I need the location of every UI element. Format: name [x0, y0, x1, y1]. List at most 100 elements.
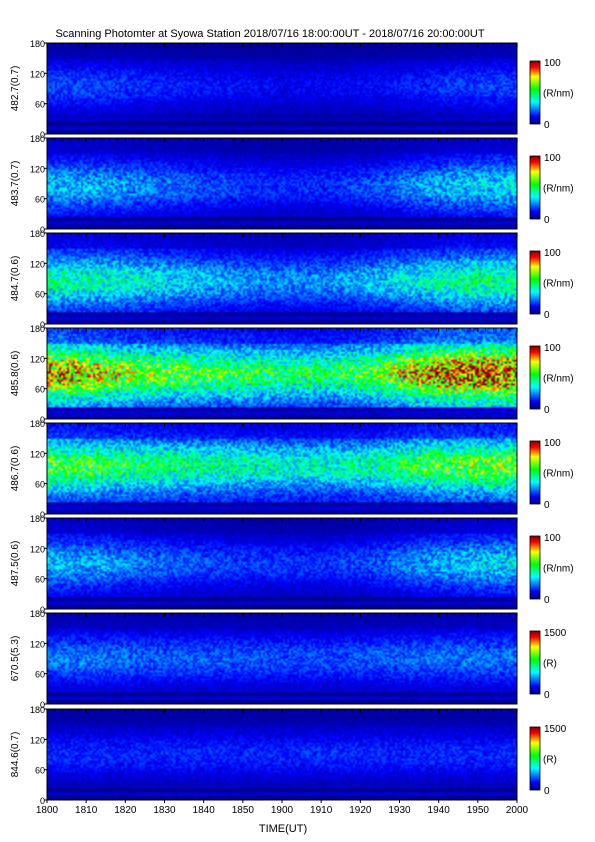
heatmap-panel: 0 60 120 180 483.7(0.7) 100 0 (R/nm) — [10, 134, 574, 235]
y-tick-label: 60 — [35, 195, 45, 205]
panel-label: 670.5(5.3) — [10, 636, 21, 682]
y-tick-label: 120 — [30, 164, 45, 174]
y-tick-label: 120 — [30, 544, 45, 554]
time-axis: 1800 1810 1820 1830 1840 1850 1900 1910 1920 1930… — [36, 800, 529, 816]
panel-label: 483.7(0.7) — [10, 161, 21, 207]
y-tick-label: 180 — [30, 705, 45, 715]
y-tick-label: 0 — [40, 320, 45, 330]
y-tick-label: 60 — [35, 100, 45, 110]
colorbar-unit-label: (R) — [543, 755, 557, 766]
colorbar-unit-label: (R/nm) — [543, 184, 574, 195]
y-tick-label: 0 — [40, 700, 45, 710]
panel-label: 844.6(0.7) — [10, 732, 21, 778]
colorbar-min-label: 0 — [544, 405, 550, 416]
heatmap-image — [47, 328, 517, 419]
colorbar-max-label: 1500 — [544, 628, 567, 639]
heatmap-image — [47, 233, 517, 324]
x-tick-label: 1800 — [36, 805, 59, 816]
colorbar-unit-label: (R/nm) — [543, 279, 574, 290]
colorbar-max-label: 100 — [544, 343, 561, 354]
y-tick-label: 120 — [30, 639, 45, 649]
heatmap-panel: 0 60 120 180 482.7(0.7) 100 0 (R/nm) — [10, 39, 574, 140]
x-tick-label: 1830 — [153, 805, 176, 816]
colorbar-max-label: 100 — [544, 533, 561, 544]
y-tick-label: 60 — [35, 480, 45, 490]
colorbar-unit-label: (R/nm) — [543, 374, 574, 385]
y-tick-label: 180 — [30, 324, 45, 334]
y-tick-label: 0 — [40, 415, 45, 425]
y-tick-label: 180 — [30, 514, 45, 524]
panel-label: 486.7(0.6) — [10, 446, 21, 492]
heatmap-panel: 0 60 120 180 670.5(5.3) 1500 0 (R) — [10, 609, 567, 710]
y-tick-label: 60 — [35, 670, 45, 680]
colorbar-min-label: 0 — [544, 215, 550, 226]
x-axis-label: TIME(UT) — [259, 823, 307, 835]
colorbar — [529, 535, 541, 600]
panel-label: 484.7(0.6) — [10, 256, 21, 302]
colorbar-min-label: 0 — [544, 786, 550, 797]
y-tick-label: 60 — [35, 290, 45, 300]
y-tick-label: 0 — [40, 510, 45, 520]
y-tick-label: 180 — [30, 609, 45, 619]
colorbar-min-label: 0 — [544, 310, 550, 321]
colorbar — [529, 250, 541, 315]
colorbar-max-label: 100 — [544, 248, 561, 259]
colorbar-max-label: 100 — [544, 438, 561, 449]
x-tick-label: 1950 — [467, 805, 490, 816]
heatmap-image — [47, 423, 517, 514]
x-tick-label: 1840 — [193, 805, 216, 816]
panel-label: 487.5(0.6) — [10, 541, 21, 587]
heatmap-image — [47, 518, 517, 609]
y-tick-label: 120 — [30, 354, 45, 364]
y-tick-label: 120 — [30, 69, 45, 79]
x-tick-label: 1850 — [232, 805, 255, 816]
y-tick-label: 0 — [40, 796, 45, 806]
x-tick-label: 1820 — [114, 805, 137, 816]
y-tick-label: 180 — [30, 39, 45, 49]
colorbar-max-label: 100 — [544, 153, 561, 164]
y-tick-label: 180 — [30, 419, 45, 429]
colorbar-max-label: 100 — [544, 58, 561, 69]
x-tick-label: 1900 — [271, 805, 294, 816]
colorbar — [529, 630, 541, 695]
heatmap-panel: 0 60 120 180 844.6(0.7) 1500 0 (R) — [10, 705, 567, 806]
colorbar-unit-label: (R/nm) — [543, 89, 574, 100]
heatmap-panel: 0 60 120 180 484.7(0.6) 100 0 (R/nm) — [10, 229, 574, 330]
heatmap-panel: 0 60 120 180 486.7(0.6) 100 0 (R/nm) — [10, 419, 574, 520]
y-tick-label: 0 — [40, 130, 45, 140]
colorbar — [529, 155, 541, 220]
colorbar-min-label: 0 — [544, 595, 550, 606]
y-tick-label: 180 — [30, 134, 45, 144]
x-tick-label: 1940 — [428, 805, 451, 816]
y-tick-label: 120 — [30, 449, 45, 459]
colorbar — [529, 440, 541, 505]
colorbar-min-label: 0 — [544, 500, 550, 511]
heatmap-panels: 0 60 120 180 482.7(0.7) 100 0 (R/nm) 0 60 120 180 48… — [10, 39, 574, 806]
x-tick-label: 1930 — [388, 805, 411, 816]
y-tick-label: 0 — [40, 605, 45, 615]
x-tick-label: 1910 — [310, 805, 333, 816]
colorbar-max-label: 1500 — [544, 724, 567, 735]
y-tick-label: 60 — [35, 766, 45, 776]
y-tick-label: 180 — [30, 229, 45, 239]
heatmap-image — [47, 613, 517, 704]
heatmap-image — [47, 138, 517, 229]
heatmap-image — [47, 43, 517, 134]
y-tick-label: 120 — [30, 735, 45, 745]
panel-label: 485.8(0.6) — [10, 351, 21, 397]
colorbar-unit-label: (R/nm) — [543, 564, 574, 575]
y-tick-label: 60 — [35, 385, 45, 395]
x-tick-label: 2000 — [506, 805, 529, 816]
colorbar — [529, 726, 541, 791]
colorbar-unit-label: (R/nm) — [543, 469, 574, 480]
y-tick-label: 60 — [35, 575, 45, 585]
heatmap-image — [47, 709, 517, 800]
x-tick-label: 1810 — [75, 805, 98, 816]
heatmap-panel: 0 60 120 180 485.8(0.6) 100 0 (R/nm) — [10, 324, 574, 425]
y-tick-label: 0 — [40, 225, 45, 235]
heatmap-panel: 0 60 120 180 487.5(0.6) 100 0 (R/nm) — [10, 514, 574, 615]
figure-title: Scanning Photomter at Syowa Station 2018… — [55, 28, 484, 40]
colorbar-min-label: 0 — [544, 120, 550, 131]
colorbar — [529, 60, 541, 125]
